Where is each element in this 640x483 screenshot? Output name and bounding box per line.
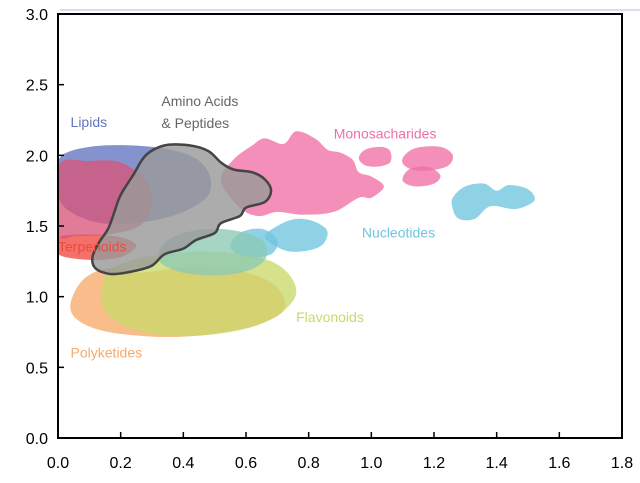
y-tick-label-4: 2.0 [26, 148, 48, 165]
x-tick-label-4: 0.8 [298, 455, 320, 472]
region-label-nucleotides: Nucleotides [362, 224, 435, 240]
x-tick-label-1: 0.2 [110, 455, 132, 472]
region-monosacharides-blob-3 [402, 146, 454, 171]
x-tick-label-2: 0.4 [172, 455, 194, 472]
y-tick-label-3: 1.5 [26, 219, 48, 236]
region-label-monosacharides: Monosacharides [334, 125, 437, 141]
region-label-polyketides: Polyketides [71, 344, 143, 360]
region-label-flavonoids: Flavonoids [296, 309, 364, 325]
x-tick-label-8: 1.6 [548, 455, 570, 472]
x-tick-label-9: 1.8 [611, 455, 633, 472]
region-label-layer: Polyketides Terpenoids Lipids Monosacharide… [58, 93, 436, 361]
region-label-amino-acids-and-peptides: Amino Acids [161, 93, 238, 109]
x-tick-label-7: 1.4 [486, 455, 508, 472]
region-label-amino-acids-and-peptides-line-2: & Peptides [161, 115, 229, 131]
region-flavonoids [100, 251, 297, 337]
region-label-terpenoids: Terpenoids [58, 238, 127, 254]
region-nucleotides-blob-1 [264, 218, 328, 252]
x-tick-label-5: 1.0 [360, 455, 382, 472]
y-tick-label-1: 0.5 [26, 360, 48, 377]
x-tick-label-6: 1.2 [423, 455, 445, 472]
x-tick-label-0: 0.0 [47, 455, 69, 472]
y-tick-label-6: 3.0 [26, 7, 48, 24]
y-tick-label-2: 1.0 [26, 290, 48, 307]
y-tick-label-0: 0.0 [26, 431, 48, 448]
region-layer [58, 131, 535, 337]
region-flavonoids-blob-1 [100, 251, 297, 337]
region-monosacharides-blob-2 [358, 146, 392, 167]
y-tick-label-5: 2.5 [26, 78, 48, 95]
x-tick-label-3: 0.6 [235, 455, 257, 472]
region-monosacharides-blob-4 [402, 166, 441, 187]
region-label-lipids: Lipids [71, 114, 108, 130]
region-nucleotides-blob-3 [451, 183, 535, 221]
region-amino-acids-and-peptides-blob-1 [91, 143, 273, 276]
region-amino-acids-and-peptides [91, 143, 273, 276]
axis-tick-layer: 0.0 0.2 0.4 0.6 0.8 1.0 1.2 1.4 1.6 1.8 0.0 0.5 1.0 1… [26, 7, 633, 472]
